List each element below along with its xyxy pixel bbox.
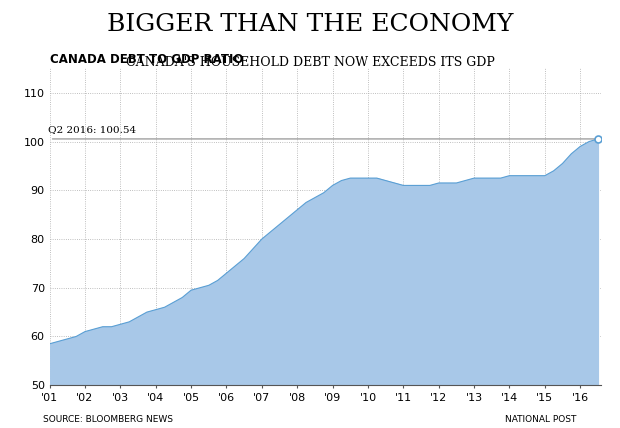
- Text: NATIONAL POST: NATIONAL POST: [505, 415, 577, 424]
- Text: Q2 2016: 100.54: Q2 2016: 100.54: [48, 125, 136, 134]
- Text: CANADA'S HOUSEHOLD DEBT NOW EXCEEDS ITS GDP: CANADA'S HOUSEHOLD DEBT NOW EXCEEDS ITS …: [126, 56, 494, 68]
- Text: CANADA DEBT TO GDP RATIO: CANADA DEBT TO GDP RATIO: [50, 53, 243, 66]
- Text: BIGGER THAN THE ECONOMY: BIGGER THAN THE ECONOMY: [107, 13, 513, 36]
- Text: SOURCE: BLOOMBERG NEWS: SOURCE: BLOOMBERG NEWS: [43, 415, 174, 424]
